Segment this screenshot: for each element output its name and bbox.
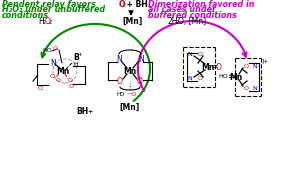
Text: N: N [187, 75, 192, 81]
Text: HO: HO [42, 47, 52, 53]
Text: Pendent relay favors: Pendent relay favors [2, 0, 96, 9]
Text: Dimerization favored in: Dimerization favored in [148, 0, 255, 9]
Text: N: N [50, 60, 56, 68]
Text: N: N [116, 56, 122, 64]
Text: O: O [216, 63, 222, 71]
Text: O: O [52, 46, 58, 50]
Text: =: = [227, 73, 233, 81]
Text: 2: 2 [43, 19, 46, 25]
Text: O: O [119, 0, 126, 9]
Text: Mn: Mn [123, 67, 137, 75]
Text: O: O [137, 77, 143, 85]
Text: Mn: Mn [229, 73, 242, 81]
Text: 2: 2 [176, 19, 179, 25]
Text: 2: 2 [49, 19, 52, 25]
Text: H: H [74, 61, 78, 67]
Text: O: O [117, 77, 123, 85]
Text: H₂O₂ under unbuffered: H₂O₂ under unbuffered [2, 5, 105, 15]
Text: H: H [38, 17, 44, 26]
Text: O: O [198, 53, 202, 57]
Text: +: + [87, 109, 92, 114]
Text: [Mn]: [Mn] [119, 103, 139, 112]
Text: conditions: conditions [2, 11, 49, 20]
Text: O: O [37, 85, 43, 91]
Text: buffered conditions: buffered conditions [148, 11, 237, 20]
Text: O: O [243, 64, 249, 68]
Text: O: O [45, 17, 50, 26]
Text: 2H: 2H [168, 17, 179, 26]
Text: BH: BH [76, 107, 88, 116]
Text: O: O [56, 78, 60, 84]
Text: O, [Mn]: O, [Mn] [178, 17, 206, 26]
Text: + BH: + BH [124, 0, 148, 9]
Text: all cases under: all cases under [148, 5, 216, 15]
Text: ]+: ]+ [262, 58, 269, 63]
Text: N: N [253, 85, 257, 91]
Text: HO: HO [117, 91, 125, 97]
Text: +: + [78, 53, 82, 57]
Text: —: — [126, 91, 132, 97]
Text: O: O [50, 74, 54, 78]
Text: HO: HO [218, 74, 228, 80]
Text: N: N [253, 64, 257, 68]
Text: N: N [187, 53, 192, 57]
Text: O: O [243, 85, 249, 91]
Text: O: O [198, 75, 202, 81]
Text: Mn: Mn [201, 63, 215, 71]
Text: +: + [139, 2, 143, 6]
Text: B: B [73, 53, 79, 63]
Text: =: = [211, 63, 217, 71]
Text: O: O [69, 84, 73, 90]
Text: N: N [138, 56, 144, 64]
Text: 2: 2 [122, 3, 126, 8]
Text: O: O [67, 78, 73, 84]
Text: Mn: Mn [56, 67, 70, 75]
Text: O: O [132, 91, 136, 97]
Text: [Mn]: [Mn] [122, 17, 142, 26]
